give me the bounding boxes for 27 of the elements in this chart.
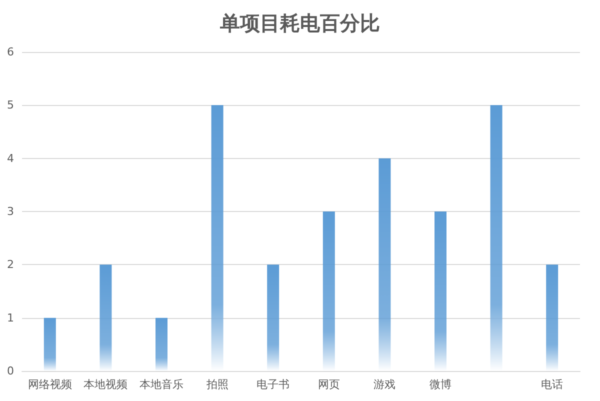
bar [156,318,168,371]
bar [100,264,112,371]
y-tick-label: 5 [7,98,14,112]
bar [546,264,558,371]
x-tick-label: 拍照 [205,378,228,391]
chart-title: 单项目耗电百分比 [219,11,380,35]
y-tick-label: 2 [7,258,14,272]
x-tick-label: 网络视频 [28,378,72,391]
bar [44,318,56,371]
x-tick-label: 电话 [541,378,564,391]
y-tick-label: 0 [7,364,14,378]
y-tick-label: 1 [7,311,14,324]
bar [490,105,502,371]
x-tick-label: 游戏 [374,378,396,391]
x-tick-label: 本地视频 [84,378,128,391]
y-tick-label: 3 [7,205,14,218]
bar [378,158,391,371]
x-tick-label: 网页 [318,378,340,391]
y-tick-label: 4 [7,152,14,165]
x-tick-label: 电子书 [256,378,290,391]
y-tick-label: 6 [7,46,14,58]
bar [434,212,446,371]
bar [211,105,224,371]
x-tick-label: 微博 [430,378,452,391]
bar [267,264,280,371]
bar [322,212,335,371]
x-tick-label: 本地音乐 [140,378,184,391]
